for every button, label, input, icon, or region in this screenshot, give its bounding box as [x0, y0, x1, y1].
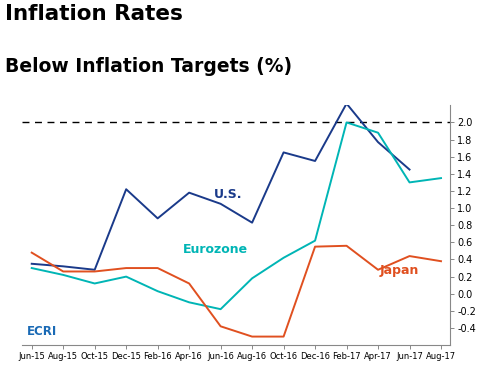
Text: U.S.: U.S. [214, 188, 243, 201]
Text: Below Inflation Targets (%): Below Inflation Targets (%) [5, 57, 292, 76]
Text: Eurozone: Eurozone [183, 243, 248, 256]
Text: Inflation Rates: Inflation Rates [5, 4, 183, 24]
Text: Japan: Japan [380, 264, 419, 277]
Text: ECRI: ECRI [27, 325, 57, 338]
